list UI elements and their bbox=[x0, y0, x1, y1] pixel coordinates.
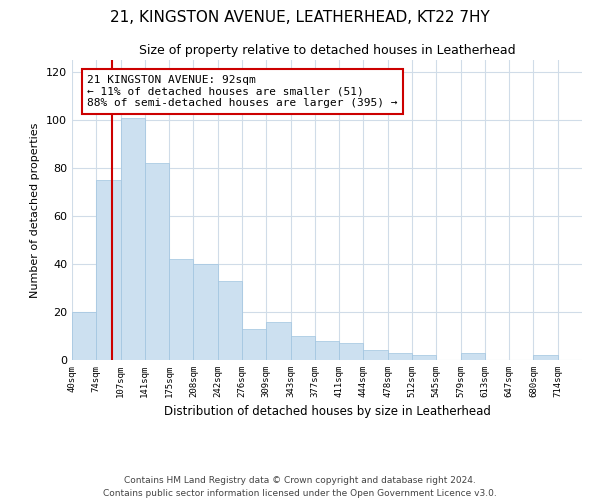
Bar bbox=[72, 312, 96, 360]
Y-axis label: Number of detached properties: Number of detached properties bbox=[31, 122, 40, 298]
Bar bbox=[461, 353, 485, 360]
Bar bbox=[218, 281, 242, 360]
Text: 21 KINGSTON AVENUE: 92sqm
← 11% of detached houses are smaller (51)
88% of semi-: 21 KINGSTON AVENUE: 92sqm ← 11% of detac… bbox=[88, 75, 398, 108]
Bar bbox=[145, 163, 169, 360]
Bar bbox=[412, 355, 436, 360]
Bar bbox=[339, 343, 364, 360]
Bar bbox=[533, 355, 558, 360]
Bar bbox=[242, 329, 266, 360]
Text: 21, KINGSTON AVENUE, LEATHERHEAD, KT22 7HY: 21, KINGSTON AVENUE, LEATHERHEAD, KT22 7… bbox=[110, 10, 490, 25]
Bar bbox=[388, 353, 412, 360]
Bar bbox=[266, 322, 290, 360]
Bar bbox=[315, 341, 339, 360]
Title: Size of property relative to detached houses in Leatherhead: Size of property relative to detached ho… bbox=[139, 44, 515, 58]
Text: Contains HM Land Registry data © Crown copyright and database right 2024.
Contai: Contains HM Land Registry data © Crown c… bbox=[103, 476, 497, 498]
Bar bbox=[364, 350, 388, 360]
Bar bbox=[121, 118, 145, 360]
X-axis label: Distribution of detached houses by size in Leatherhead: Distribution of detached houses by size … bbox=[164, 406, 490, 418]
Bar bbox=[193, 264, 218, 360]
Bar bbox=[96, 180, 121, 360]
Bar bbox=[169, 259, 193, 360]
Bar bbox=[290, 336, 315, 360]
